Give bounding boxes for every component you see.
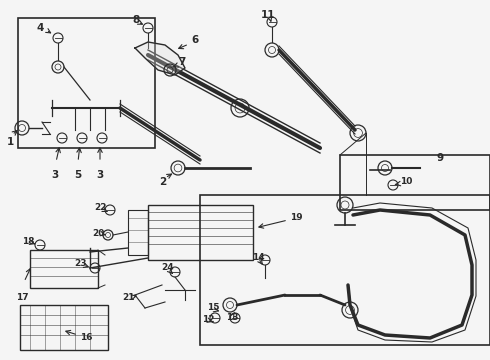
- Text: 24: 24: [162, 264, 174, 273]
- Text: 13: 13: [226, 314, 238, 323]
- Text: 3: 3: [51, 170, 59, 180]
- Text: 22: 22: [94, 203, 106, 212]
- Bar: [30, 250, 98, 288]
- Text: 12: 12: [202, 315, 214, 324]
- Text: 7: 7: [178, 57, 186, 67]
- Bar: [200, 195, 490, 345]
- Bar: [20, 305, 108, 350]
- Text: 14: 14: [252, 253, 264, 262]
- Polygon shape: [135, 42, 185, 75]
- Bar: [340, 155, 490, 210]
- Text: 3: 3: [97, 170, 103, 180]
- Text: 16: 16: [80, 333, 93, 342]
- Text: 8: 8: [132, 15, 140, 25]
- Text: 17: 17: [16, 293, 28, 302]
- Text: 18: 18: [22, 238, 34, 247]
- Text: 19: 19: [290, 213, 303, 222]
- Bar: [18, 18, 155, 148]
- Text: 1: 1: [6, 137, 14, 147]
- Text: 15: 15: [207, 303, 219, 312]
- Text: 21: 21: [122, 293, 134, 302]
- Text: 5: 5: [74, 170, 82, 180]
- Text: 6: 6: [192, 35, 198, 45]
- Text: 4: 4: [36, 23, 44, 33]
- Text: 10: 10: [400, 177, 413, 186]
- Bar: [148, 205, 253, 260]
- Bar: [128, 210, 148, 255]
- Text: 2: 2: [159, 177, 167, 187]
- Text: 11: 11: [261, 10, 275, 20]
- Text: 20: 20: [92, 229, 104, 238]
- Text: 9: 9: [437, 153, 443, 163]
- Text: 23: 23: [74, 258, 86, 267]
